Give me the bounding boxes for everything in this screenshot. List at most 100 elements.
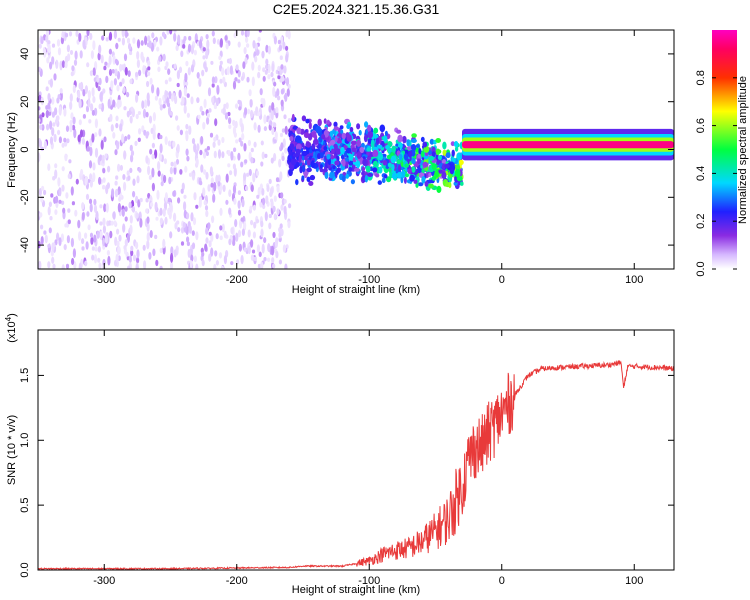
spectrogram-cell [287,84,291,89]
spectrogram-cell [208,231,212,236]
spectrogram-cell [275,177,280,183]
spectrogram-cell [99,221,103,226]
spectrogram-cell [198,77,202,87]
spectrogram-cell [89,32,93,41]
spectrogram-cell [139,197,143,203]
spectrogram-cell [237,152,241,161]
spectrogram-cell [82,114,86,119]
spectrogram-cell [89,173,93,181]
spectrogram-cell [248,89,252,97]
spectrogram-cell [267,243,271,252]
spectrogram-cell [182,39,186,45]
spectrogram-cell [254,55,258,63]
spectrogram-cell [363,134,368,143]
spectrogram-cell [212,141,216,148]
spectrogram-cell [265,195,269,205]
spectrogram-cell [38,118,41,124]
spectrogram-cell [421,176,426,184]
figure-title: C2E5.2024.321.15.36.G31 [273,1,440,17]
spectrogram-cell [225,173,229,183]
spectrogram-cell [450,141,455,147]
spectrogram-cell [109,113,113,122]
colorbar-ticks: 0.0 0.2 0.4 0.6 0.8 [695,70,737,277]
spectrogram-cell [283,65,287,74]
spectrogram-cell [169,166,173,175]
spectrogram-cell [55,59,59,69]
spectrogram-cell [117,37,121,42]
spectrogram-cell [64,61,68,69]
spectrogram-cell [323,146,328,151]
spectrogram-cell [210,247,214,257]
spectrogram-cell [257,64,261,72]
spectrogram-cell [243,247,247,252]
spectrogram-cell [90,236,94,245]
spectrogram-cell [144,99,148,109]
spectrogram-cell [184,72,188,83]
spectrogram-cell [268,213,272,219]
spectrogram-cell [180,226,185,234]
spectrogram-cell [257,71,261,79]
spectrogram-cell [422,141,428,148]
spectrogram-cell [406,146,413,151]
spectrogram-cell [190,212,194,222]
spectrogram-cell [264,211,268,222]
spectrogram-cell [44,234,48,244]
spectrogram-cell [191,230,195,236]
spectrogram-cell [240,123,244,133]
spectrogram-cell [429,138,435,145]
spectrogram-cell [278,259,282,265]
spectrogram-cell [157,170,161,177]
spectrogram-cell [179,129,183,136]
spectrogram-cell [234,103,239,109]
spectrogram-cell [92,172,96,182]
spectrogram-cell [73,59,78,66]
spectrogram-cell [411,157,416,164]
spectrogram-cell [71,65,75,72]
spectrogram-cell [206,112,210,119]
spectrogram-cell [56,39,61,47]
spectrogram-cell [158,97,162,106]
spectrogram-cell [104,61,108,66]
spectrogram-cell [235,232,239,242]
spectrogram-cell [183,201,187,211]
spectrogram-cell [386,176,392,183]
spectrogram-cell [88,198,93,204]
spectrogram-cell [93,254,98,264]
spectrogram-cell [38,260,42,269]
spectrogram-cell [173,249,177,258]
spectrogram-cell [74,209,78,217]
spectrogram-cell [127,134,131,140]
snr-ylabel: SNR (10 * v/v) [6,415,18,485]
spectrogram-cell [253,122,257,131]
spectrogram-cell [282,41,286,50]
spectrogram-cell [182,44,186,49]
spectrogram-cell [215,260,219,266]
spectrogram-cell [187,43,192,53]
spectrogram-cell [250,184,254,192]
spectrogram-cell [164,192,168,202]
spectrogram-cell [140,40,144,46]
spectrogram-cell [58,136,63,144]
spectrogram-cell [348,153,354,161]
spectrogram-cell [179,169,183,175]
spectrogram-cell [77,134,81,143]
spectrogram-cell [190,64,195,73]
spectrogram-cell [65,125,70,132]
spectrogram-cell [434,171,440,178]
snr-xtick-label: 100 [625,575,643,587]
spectrogram-cell [135,265,139,269]
spectrogram-cell [188,172,193,177]
spectrogram-cell [329,171,335,179]
spectrogram-cell [238,106,242,111]
spectrogram-cell [246,76,250,83]
spectrogram-cell [228,57,232,65]
spectrogram-cell [43,189,47,196]
spectrogram-cell [86,62,90,68]
spectrogram-cell [232,119,236,127]
spectrogram-cell [115,122,119,129]
spectrogram-cell [57,177,61,187]
spectrogram-cell [116,71,121,80]
spectrogram-cell [121,133,125,143]
spectrogram-cell [176,125,180,131]
spectrogram-cell [87,98,91,108]
